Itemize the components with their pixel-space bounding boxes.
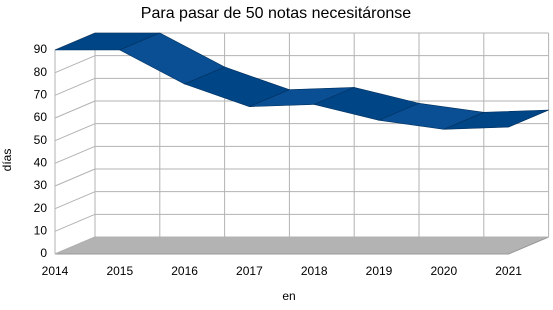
grid-line — [54, 145, 96, 164]
y-tick-label: 10 — [34, 224, 48, 238]
x-tick-label: 2018 — [301, 264, 328, 278]
grid-line — [54, 100, 96, 119]
y-tick-label: 50 — [34, 133, 48, 147]
y-tick-label: 80 — [34, 65, 48, 79]
x-tick-label: 2021 — [495, 264, 522, 278]
grid-line — [54, 77, 96, 96]
ribbon-segment — [443, 109, 549, 130]
grid-line — [54, 123, 96, 142]
x-tick-label: 2017 — [236, 264, 263, 278]
x-axis-label: en — [282, 289, 295, 303]
x-tick-label: 2015 — [106, 264, 133, 278]
grid-line — [54, 191, 96, 210]
grid-line — [54, 213, 96, 232]
y-tick-label: 20 — [34, 201, 48, 215]
x-tick-label: 2014 — [42, 264, 69, 278]
y-tick-label: 70 — [34, 88, 48, 102]
y-tick-label: 0 — [40, 246, 47, 260]
y-axis-label: días — [0, 149, 14, 172]
y-tick-label: 30 — [34, 178, 48, 192]
y-tick-label: 60 — [34, 110, 48, 124]
x-tick-label: 2020 — [430, 264, 457, 278]
y-tick-label: 90 — [34, 42, 48, 56]
floor — [54, 236, 549, 255]
x-tick-label: 2016 — [171, 264, 198, 278]
grid-line — [54, 168, 96, 187]
x-tick-label: 2019 — [366, 264, 393, 278]
y-tick-label: 40 — [34, 156, 48, 170]
chart-title: Para pasar de 50 notas necesitáronse — [141, 5, 412, 22]
grid-line — [54, 236, 96, 255]
grid-line — [54, 55, 96, 74]
